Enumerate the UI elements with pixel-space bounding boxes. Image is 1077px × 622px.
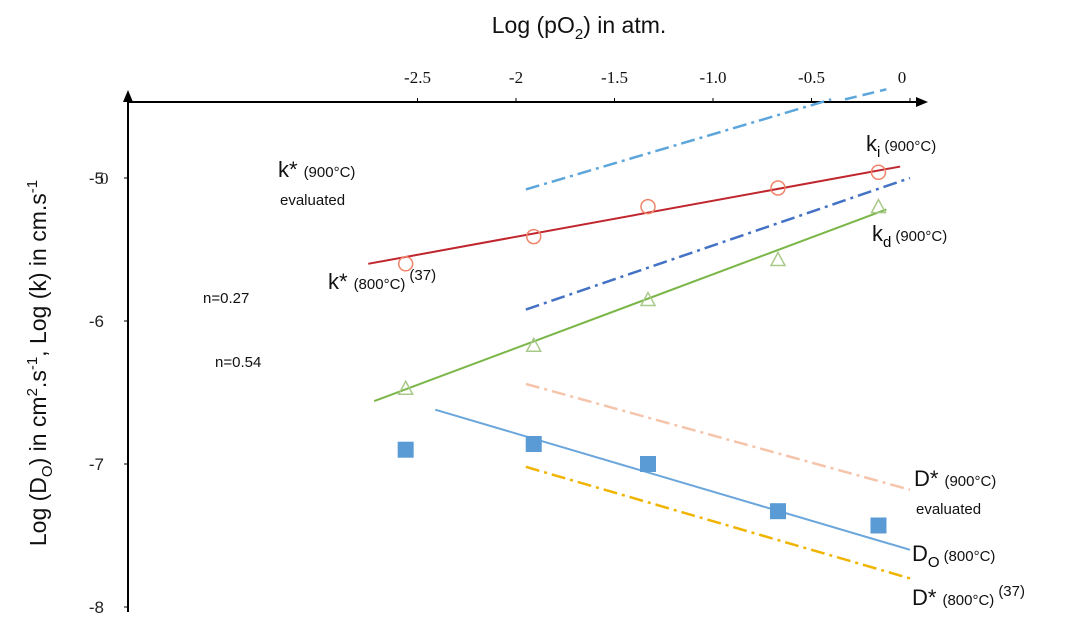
x-axis-title-sub: 2 [575, 26, 583, 43]
annotation-n-054: n=0.54 [215, 354, 261, 371]
x-tick-label: -1.5 [601, 68, 628, 87]
annotation-do-800: DO (800°C) [912, 541, 995, 571]
data-markers [397, 164, 887, 534]
marker-ki [397, 256, 414, 272]
marker-kd [525, 336, 542, 353]
y-ticks: -5 -6 -7 -8 0 [89, 169, 128, 617]
annotation-kstar-900-evaluated: evaluated [280, 192, 345, 209]
annotations: ki (900°C) kd (900°C) k* (900°C) evaluated … [203, 131, 1025, 610]
fit-line-kstar-800 [525, 176, 911, 311]
y-tick-label: -8 [89, 598, 104, 617]
fit-line-Dstar-900-eval [525, 382, 911, 491]
fit-lines [368, 88, 911, 580]
y-axis-title: Log (DO) in cm2.s-1, Log (k) in cm.s-1 [24, 180, 56, 546]
x-ticks: -2.5 -2 -1.5 -1.0 -0.5 0 [404, 68, 911, 102]
fit-line-extra [844, 88, 887, 101]
annotation-ki: ki (900°C) [866, 131, 936, 161]
axes [123, 90, 928, 612]
fit-line-DO-800 [434, 408, 911, 551]
marker-kd [769, 250, 787, 267]
fit-line-Dstar-800 [525, 465, 911, 580]
marker-DO-800 [770, 503, 787, 520]
y-tick-label: -7 [89, 455, 104, 474]
fit-line-ki [368, 165, 901, 265]
marker-kd [397, 379, 414, 395]
x-tick-label: -2.5 [404, 68, 431, 87]
marker-DO-800 [639, 456, 656, 472]
marker-DO-800 [525, 435, 542, 452]
marker-ki [525, 228, 542, 245]
marker-ki [770, 180, 786, 196]
fit-line-kstar-900-eval [525, 98, 832, 191]
annotation-kstar-800: k* (800°C)(37) [328, 267, 436, 294]
marker-ki [640, 198, 656, 215]
x-tick-label: 0 [898, 68, 907, 87]
marker-DO-800 [870, 517, 887, 534]
annotation-kd: kd (900°C) [872, 221, 947, 251]
fit-line-kd [373, 208, 887, 403]
marker-kd [870, 198, 887, 214]
x-axis-title: Log (pO2) in atm. [492, 12, 667, 43]
y-tick-label: -5 [89, 169, 104, 188]
annotation-kstar-900: k* (900°C) [278, 157, 355, 182]
x-tick-label: -2 [509, 68, 523, 87]
x-axis-title-main: Log (pO [492, 12, 575, 38]
x-axis-arrow [916, 97, 928, 107]
annotation-n-027: n=0.27 [203, 290, 249, 307]
marker-ki [870, 164, 887, 181]
y-tick-label: -6 [89, 312, 104, 331]
annotation-dstar-900-evaluated: evaluated [916, 501, 981, 518]
y-axis-arrow [123, 90, 133, 102]
marker-DO-800 [397, 441, 414, 458]
annotation-dstar-800: D* (800°C)(37) [912, 583, 1025, 610]
x-tick-label: -1.0 [700, 68, 727, 87]
y-tick-overlap-label: 0 [100, 169, 109, 188]
marker-kd [639, 290, 657, 307]
x-axis-title-tail: ) in atm. [583, 12, 666, 38]
annotation-dstar-900: D* (900°C) [914, 466, 996, 491]
x-tick-label: -0.5 [798, 68, 825, 87]
